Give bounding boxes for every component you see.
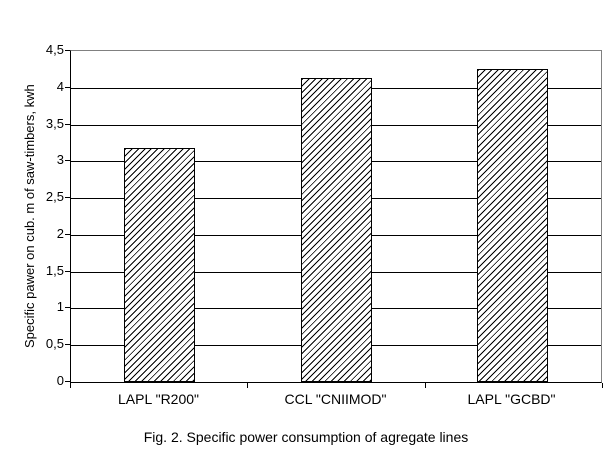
y-tick-label: 1 [56,299,64,314]
y-tick-label: 2 [56,226,64,241]
x-category-label: LAPL "GCBD" [467,391,556,407]
y-axis-title: Specific pawer on cub. m of saw-timbers,… [22,84,37,349]
y-tick-label: 0 [56,373,64,388]
y-tick-mark [65,197,70,198]
y-tick-label: 2,5 [45,189,64,204]
y-tick-label: 3 [56,152,64,167]
y-tick-mark [65,307,70,308]
y-tick-mark [65,344,70,345]
y-tick-label: 4 [56,79,64,94]
y-tick-mark [65,160,70,161]
plot-area [70,50,602,383]
y-tick-label: 4,5 [45,42,64,57]
y-tick-mark [65,124,70,125]
x-tick-mark [425,383,426,388]
bar [301,78,372,382]
y-tick-label: 0,5 [45,336,64,351]
y-tick-mark [65,50,70,51]
y-tick-label: 1,5 [45,263,64,278]
figure-caption: Fig. 2. Specific power consumption of ag… [143,429,469,445]
x-tick-mark [602,383,603,388]
bar [124,148,195,382]
y-tick-mark [65,87,70,88]
bar [477,69,548,382]
y-tick-label: 3,5 [45,116,64,131]
y-tick-mark [65,381,70,382]
x-tick-mark [70,383,71,388]
x-tick-mark [247,383,248,388]
y-tick-mark [65,271,70,272]
x-category-label: CCL "CNIIMOD" [284,391,387,407]
y-tick-mark [65,234,70,235]
x-category-label: LAPL "R200" [117,391,200,407]
